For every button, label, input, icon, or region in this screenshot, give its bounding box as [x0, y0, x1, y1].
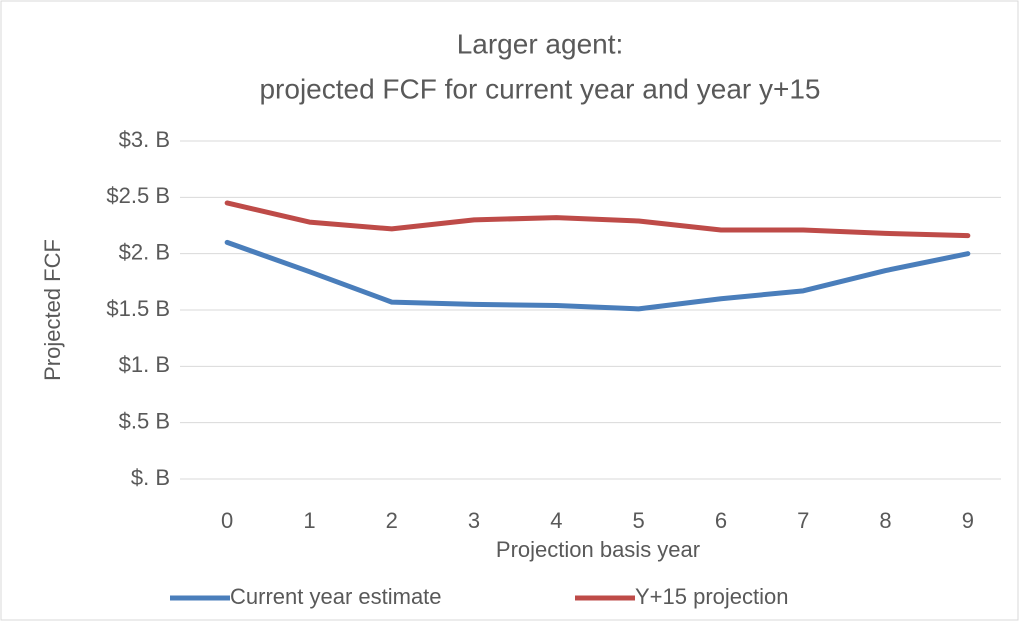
- x-tick-label: 5: [633, 508, 645, 533]
- y-tick-label: $1.5 B: [106, 296, 170, 321]
- x-tick-label: 9: [962, 508, 974, 533]
- series-line: [224, 200, 971, 239]
- x-tick-label: 4: [550, 508, 562, 533]
- y-tick-label: $.5 B: [119, 408, 170, 433]
- x-tick-label: 1: [303, 508, 315, 533]
- chart-title: Larger agent:: [457, 28, 624, 59]
- x-tick-label: 7: [797, 508, 809, 533]
- y-tick-label: $3. B: [119, 127, 170, 152]
- x-axis-label: Projection basis year: [496, 537, 700, 562]
- chart-title: projected FCF for current year and year …: [259, 73, 820, 104]
- y-tick-label: $1. B: [119, 352, 170, 377]
- y-tick-label: $2. B: [119, 239, 170, 264]
- legend-label: Current year estimate: [230, 584, 442, 609]
- x-tick-label: 8: [879, 508, 891, 533]
- y-tick-label: $. B: [131, 465, 170, 490]
- x-tick-label: 2: [386, 508, 398, 533]
- series-line: [224, 239, 971, 312]
- y-axis-label: Projected FCF: [40, 239, 65, 381]
- x-tick-label: 3: [468, 508, 480, 533]
- y-tick-label: $2.5 B: [106, 183, 170, 208]
- legend-label: Y+15 projection: [635, 584, 789, 609]
- x-tick-label: 0: [221, 508, 233, 533]
- x-tick-label: 6: [715, 508, 727, 533]
